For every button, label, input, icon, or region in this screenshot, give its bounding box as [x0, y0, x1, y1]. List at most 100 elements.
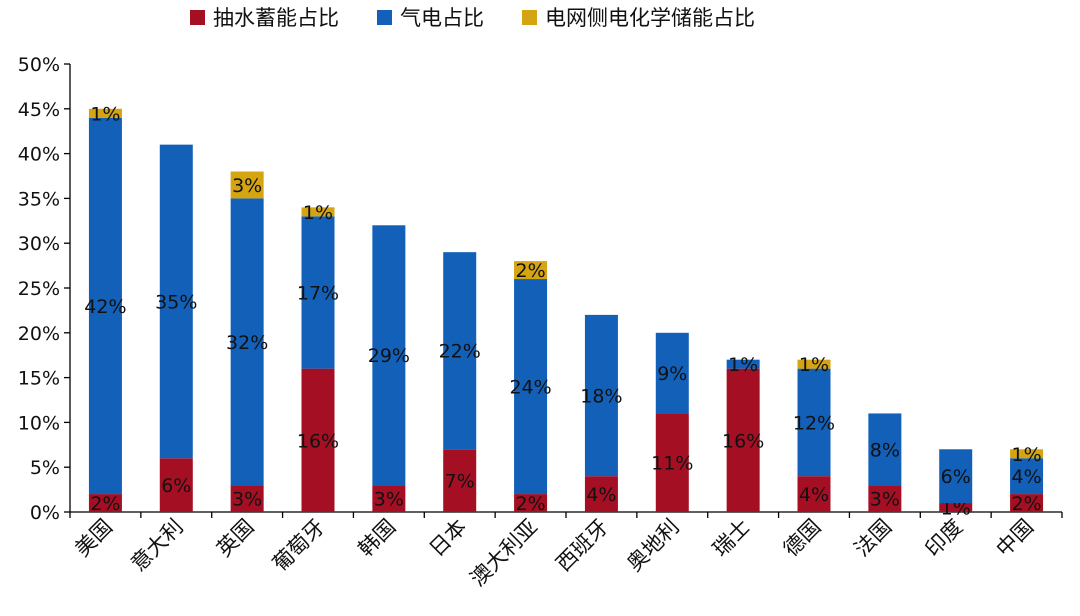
bar-segment [726, 359, 760, 369]
data-label: 18% [580, 386, 622, 408]
x-category-label: 中国 [991, 515, 1038, 562]
x-category-label: 韩国 [354, 515, 401, 562]
data-label: 2% [90, 493, 120, 515]
legend-swatch [190, 9, 205, 25]
data-label: 2% [515, 493, 545, 515]
data-label: 11% [651, 453, 693, 475]
bar-segment [230, 171, 264, 199]
bar-segment [159, 144, 193, 459]
bar-segment [443, 449, 477, 512]
bar-segment [584, 314, 618, 477]
data-label: 9% [657, 363, 687, 385]
data-label: 1% [1011, 444, 1041, 466]
bar-segment [1010, 449, 1044, 459]
x-category-label: 日本 [425, 515, 472, 562]
y-tick-label: 45% [18, 99, 60, 121]
bar-segment [301, 368, 335, 512]
bar-segment [372, 485, 406, 512]
x-category-label: 西班牙 [551, 515, 613, 577]
bar-segment [514, 261, 548, 280]
data-label: 2% [1011, 493, 1041, 515]
x-category-label: 印度 [921, 515, 968, 562]
y-tick-label: 30% [18, 233, 60, 255]
bar-segment [655, 413, 689, 512]
bar-segment [88, 117, 122, 495]
x-category-label: 奥地利 [622, 515, 684, 577]
data-label: 1% [728, 354, 758, 376]
data-label: 3% [232, 489, 262, 511]
data-label: 4% [586, 484, 616, 506]
bar-segment [514, 494, 548, 512]
x-category-label: 美国 [70, 515, 117, 562]
y-tick-label: 0% [30, 502, 60, 524]
bar-segment [443, 252, 477, 450]
y-tick-label: 50% [18, 54, 60, 76]
data-label: 29% [368, 345, 410, 367]
data-label: 4% [799, 484, 829, 506]
legend-item: 气电占比 [377, 2, 484, 32]
bar-segment [230, 198, 264, 486]
legend-item: 电网侧电化学储能占比 [522, 2, 755, 32]
bar-segment [797, 476, 831, 512]
bar-segment [88, 494, 122, 512]
data-label: 3% [374, 489, 404, 511]
data-label: 3% [870, 489, 900, 511]
y-tick-label: 40% [18, 144, 60, 166]
bar-segment [301, 216, 335, 369]
data-label: 3% [232, 175, 262, 197]
bar-segment [1010, 494, 1044, 512]
y-tick-label: 25% [18, 278, 60, 300]
x-category-label: 法国 [850, 515, 897, 562]
data-label: 7% [445, 471, 475, 493]
data-label: 16% [722, 430, 764, 452]
bar-segment [230, 485, 264, 512]
legend-swatch [522, 9, 537, 25]
legend-label: 电网侧电化学储能占比 [545, 6, 755, 30]
bar-segment [159, 458, 193, 512]
bar-segment [797, 359, 831, 369]
legend-label: 抽水蓄能占比 [213, 6, 339, 30]
x-category-label: 葡萄牙 [268, 515, 330, 577]
legend-swatch [377, 9, 392, 25]
bar-segment [88, 108, 122, 118]
bar-segment [939, 449, 973, 504]
bar-segment [372, 225, 406, 486]
bar-segment [514, 279, 548, 495]
x-category-label: 意大利 [126, 515, 188, 577]
data-label: 8% [870, 439, 900, 461]
bar-segment [868, 485, 902, 512]
bar-segment [301, 207, 335, 217]
x-category-label: 英国 [212, 515, 259, 562]
data-label: 6% [941, 466, 971, 488]
y-tick-label: 10% [18, 412, 60, 434]
bar-segment [797, 368, 831, 477]
bar-segment [868, 413, 902, 486]
data-label: 4% [1011, 466, 1041, 488]
data-label: 22% [439, 341, 481, 363]
x-category-label: 澳大利亚 [466, 515, 542, 591]
bar-segment [584, 476, 618, 512]
legend-label: 气电占比 [400, 6, 484, 30]
bar-segment [939, 503, 973, 512]
data-label: 1% [303, 202, 333, 224]
bar-segment [655, 332, 689, 414]
y-tick-label: 15% [18, 368, 60, 390]
legend-item: 抽水蓄能占比 [190, 2, 339, 32]
data-label: 16% [297, 430, 339, 452]
bar-segment [1010, 458, 1044, 495]
x-category-label: 瑞士 [708, 515, 755, 562]
bar-segment [726, 368, 760, 512]
y-tick-label: 5% [30, 457, 60, 479]
data-label: 32% [226, 332, 268, 354]
y-tick-label: 35% [18, 188, 60, 210]
x-category-label: 德国 [779, 515, 826, 562]
data-label: 12% [793, 412, 835, 434]
data-label: 17% [297, 282, 339, 304]
data-label: 35% [155, 291, 197, 313]
data-label: 24% [509, 377, 551, 399]
y-tick-label: 20% [18, 323, 60, 345]
data-label: 1% [90, 103, 120, 125]
data-label: 6% [161, 475, 191, 497]
data-label: 1% [799, 354, 829, 376]
